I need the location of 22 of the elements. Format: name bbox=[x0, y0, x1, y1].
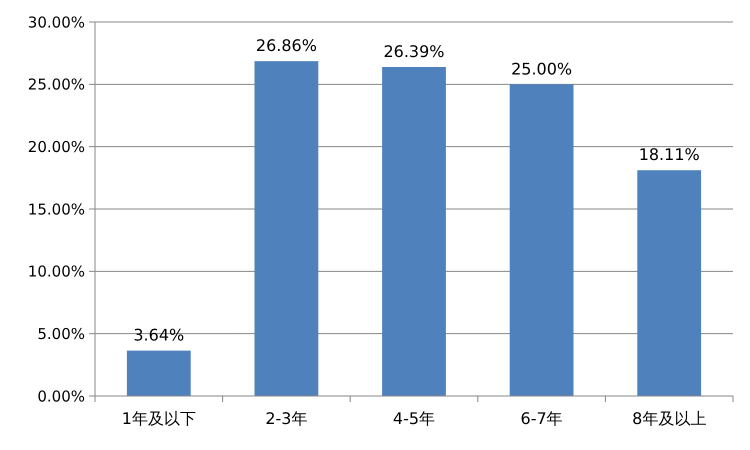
x-tick-label: 2-3年 bbox=[265, 409, 308, 428]
data-label: 25.00% bbox=[511, 59, 572, 78]
x-tick-label: 8年及以上 bbox=[632, 409, 706, 428]
x-tick-label: 6-7年 bbox=[520, 409, 563, 428]
y-tick-label: 10.00% bbox=[28, 262, 85, 281]
y-tick-label: 0.00% bbox=[37, 387, 85, 406]
bar bbox=[254, 61, 318, 396]
bar bbox=[382, 67, 446, 396]
bar bbox=[126, 350, 191, 396]
data-label: 18.11% bbox=[638, 145, 700, 164]
y-tick-label: 30.00% bbox=[28, 13, 85, 32]
data-label: 26.39% bbox=[383, 42, 445, 62]
y-tick-label: 20.00% bbox=[28, 138, 85, 156]
x-tick-label: 4-5年 bbox=[392, 409, 436, 428]
data-label: 26.86% bbox=[256, 36, 317, 56]
y-tick-label: 25.00% bbox=[28, 76, 85, 94]
y-tick-label: 15.00% bbox=[28, 200, 85, 218]
bar bbox=[510, 84, 574, 396]
data-label: 3.64% bbox=[133, 326, 184, 345]
x-tick-label: 1年及以下 bbox=[122, 409, 196, 428]
bar bbox=[637, 170, 702, 396]
y-tick-label: 5.00% bbox=[37, 324, 85, 343]
